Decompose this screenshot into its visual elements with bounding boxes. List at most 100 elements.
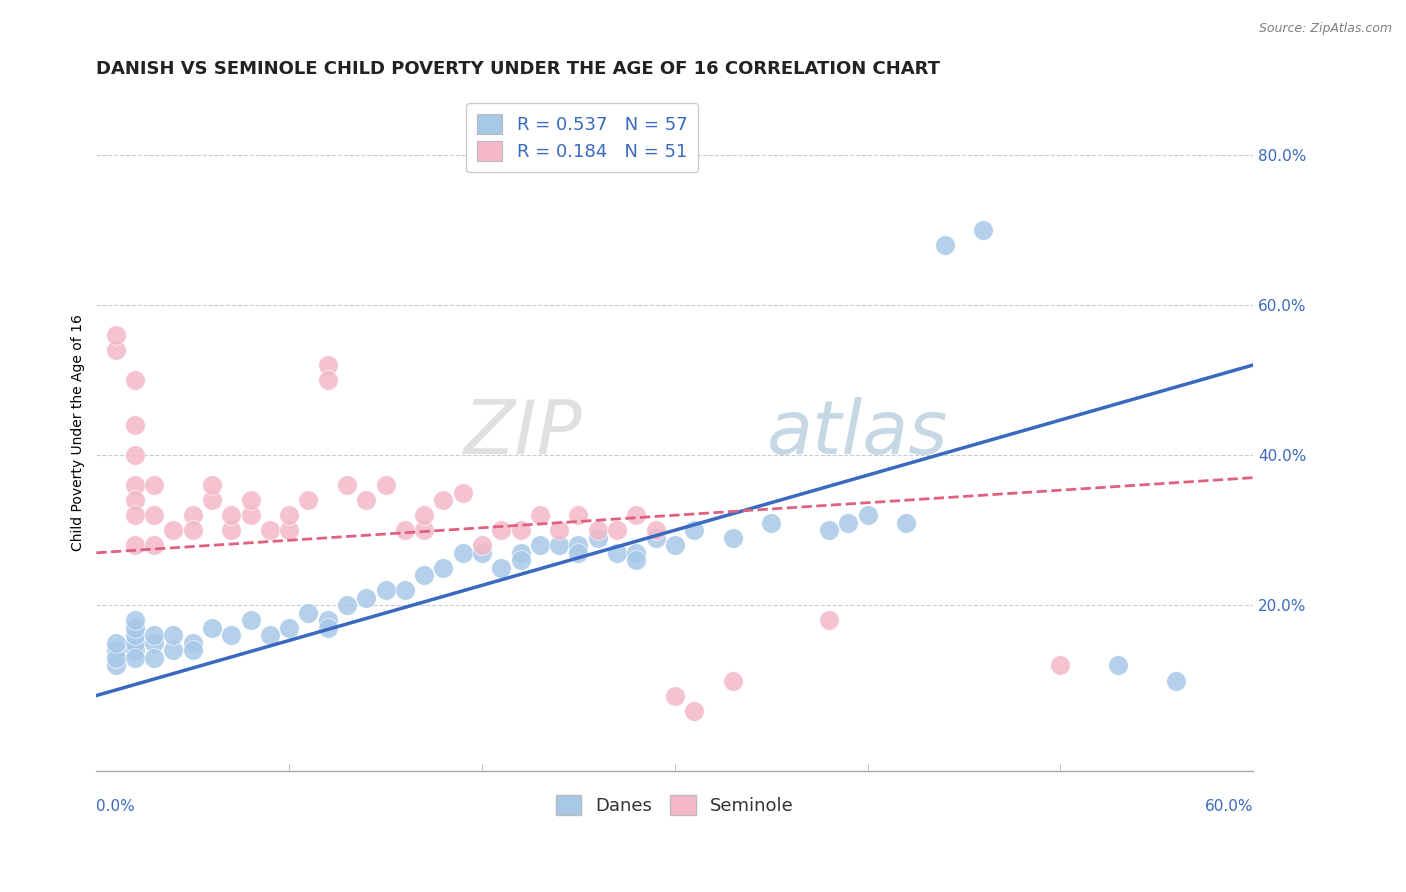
Point (124, 478, 146, 492)
Point (124, 508, 146, 523)
Point (104, 651, 127, 665)
Point (896, 516, 918, 530)
Point (356, 591, 378, 605)
Point (626, 508, 648, 523)
Text: DANISH VS SEMINOLE CHILD POVERTY UNDER THE AGE OF 16 CORRELATION CHART: DANISH VS SEMINOLE CHILD POVERTY UNDER T… (97, 60, 941, 78)
Point (1049, 658, 1071, 673)
Point (934, 237, 956, 252)
Point (1107, 658, 1129, 673)
Point (413, 523, 436, 537)
Text: ZIP: ZIP (464, 397, 582, 468)
Point (374, 583, 396, 598)
Point (432, 561, 454, 575)
Point (336, 478, 359, 492)
Point (124, 538, 146, 552)
Point (451, 485, 474, 500)
Legend: Danes, Seminole: Danes, Seminole (548, 789, 801, 822)
Point (316, 358, 339, 372)
Y-axis label: Child Poverty Under the Age of 16: Child Poverty Under the Age of 16 (72, 314, 86, 551)
Point (278, 508, 301, 523)
Point (529, 508, 551, 523)
Point (239, 493, 262, 508)
Point (761, 516, 783, 530)
Point (143, 628, 166, 642)
Point (374, 478, 396, 492)
Point (201, 478, 224, 492)
Point (181, 508, 204, 523)
Point (548, 523, 571, 537)
Text: 0.0%: 0.0% (97, 799, 135, 814)
Point (221, 628, 243, 642)
Point (721, 531, 744, 545)
Point (972, 222, 994, 236)
Point (124, 614, 146, 628)
Text: Source: ZipAtlas.com: Source: ZipAtlas.com (1258, 22, 1392, 36)
Point (124, 636, 146, 650)
Point (104, 327, 127, 342)
Point (104, 636, 127, 650)
Point (837, 516, 859, 530)
Point (124, 373, 146, 387)
Point (626, 546, 648, 560)
Point (201, 621, 224, 635)
Point (104, 343, 127, 357)
Text: 60.0%: 60.0% (1205, 799, 1253, 814)
Point (143, 538, 166, 552)
Point (491, 561, 513, 575)
Point (201, 493, 224, 508)
Point (316, 614, 339, 628)
Point (181, 636, 204, 650)
Point (818, 523, 841, 537)
Point (239, 614, 262, 628)
Point (162, 628, 184, 642)
Point (413, 508, 436, 523)
Point (721, 673, 744, 688)
Point (124, 493, 146, 508)
Point (124, 418, 146, 433)
Point (586, 531, 609, 545)
Point (567, 538, 589, 552)
Point (181, 643, 204, 657)
Point (181, 523, 204, 537)
Point (143, 478, 166, 492)
Point (143, 508, 166, 523)
Point (259, 628, 281, 642)
Point (143, 651, 166, 665)
Point (664, 689, 686, 703)
Point (644, 523, 666, 537)
Point (567, 546, 589, 560)
Point (818, 614, 841, 628)
Point (548, 538, 571, 552)
Point (259, 523, 281, 537)
Point (221, 508, 243, 523)
Point (664, 538, 686, 552)
Point (509, 553, 531, 567)
Point (471, 538, 494, 552)
Point (491, 523, 513, 537)
Point (509, 546, 531, 560)
Point (394, 523, 416, 537)
Point (586, 523, 609, 537)
Point (413, 568, 436, 582)
Point (124, 643, 146, 657)
Point (394, 583, 416, 598)
Point (509, 523, 531, 537)
Point (278, 523, 301, 537)
Point (316, 621, 339, 635)
Point (356, 493, 378, 508)
Point (336, 599, 359, 613)
Point (104, 643, 127, 657)
Point (567, 508, 589, 523)
Point (104, 658, 127, 673)
Point (432, 493, 454, 508)
Point (644, 531, 666, 545)
Point (683, 523, 706, 537)
Point (221, 523, 243, 537)
Point (856, 508, 879, 523)
Point (451, 546, 474, 560)
Point (1166, 673, 1188, 688)
Point (162, 643, 184, 657)
Point (239, 508, 262, 523)
Point (162, 523, 184, 537)
Point (529, 538, 551, 552)
